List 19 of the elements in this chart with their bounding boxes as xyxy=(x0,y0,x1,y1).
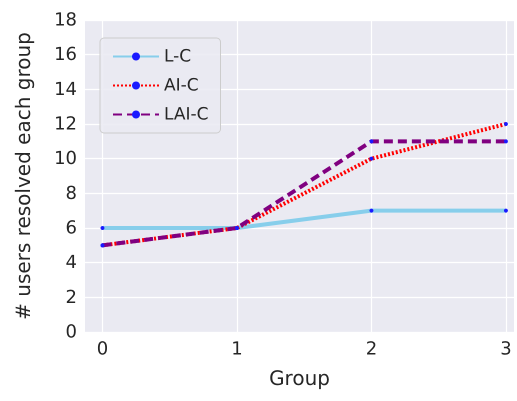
x-axis-title: Group xyxy=(269,366,330,390)
x-tick-label: 3 xyxy=(500,338,512,360)
x-tick-label: 0 xyxy=(96,338,108,360)
legend-label: AI-C xyxy=(164,76,199,96)
y-tick-label: 6 xyxy=(66,218,77,238)
legend-label: LAI-C xyxy=(164,104,209,124)
y-tick-label: 10 xyxy=(54,148,77,170)
y-tick-label: 12 xyxy=(54,114,77,134)
x-tick-label: 2 xyxy=(366,338,378,360)
y-tick-label: 14 xyxy=(54,78,77,100)
y-axis-title: # users resolved each group xyxy=(11,32,35,320)
y-tick-label: 16 xyxy=(54,44,77,66)
y-tick-label: 4 xyxy=(66,252,77,274)
y-tick-label: 2 xyxy=(66,286,77,308)
y-tick-label: 8 xyxy=(66,182,77,204)
legend-label: L-C xyxy=(164,46,192,66)
x-tick-label: 1 xyxy=(231,338,243,360)
y-tick-label: 18 xyxy=(54,10,77,30)
y-tick-label: 0 xyxy=(66,322,77,342)
